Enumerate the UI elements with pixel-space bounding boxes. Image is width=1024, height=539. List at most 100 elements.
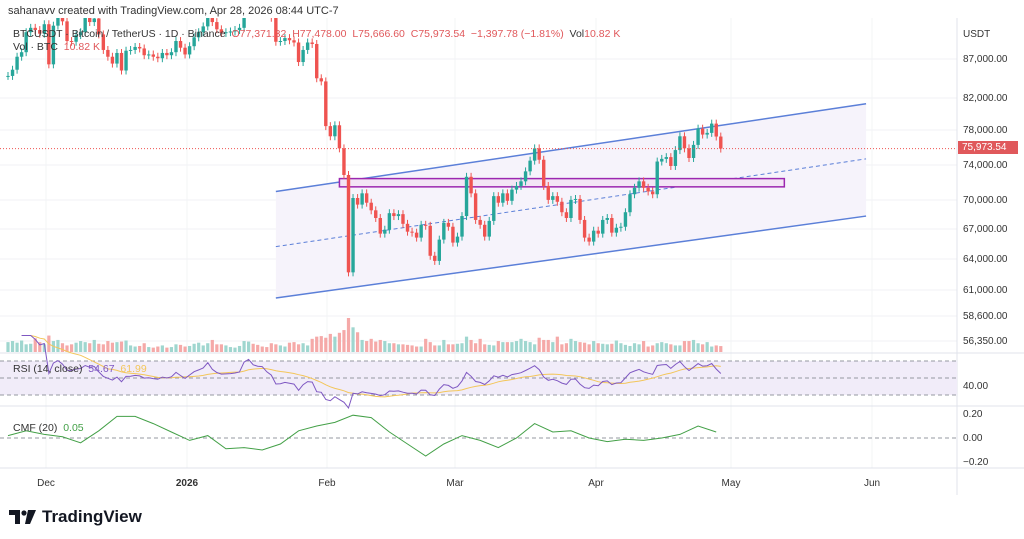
volume-bar [510,342,514,352]
volume-bar [396,344,401,352]
volume-bar [705,342,709,352]
time-tick: May [721,478,741,489]
candle-body [555,196,560,202]
volume-bar [446,344,450,352]
candle-body [56,18,60,26]
volume-bar [283,346,287,352]
volume-bar [206,343,210,352]
vol-row-value: 10.82 K [63,41,100,53]
candle-body [124,50,128,71]
candle-body [315,43,319,79]
candle-body [460,216,464,237]
candle-body [632,187,637,195]
candle-body [700,128,705,135]
volume-bar [442,339,446,352]
volume-bar [301,343,305,352]
candle-body [160,52,165,59]
candle-body [378,217,382,234]
volume-bar [197,342,201,352]
volume-bar [215,344,219,352]
time-tick: Jun [863,478,881,489]
candle-body [15,56,19,70]
vol-row-label[interactable]: Vol · BTC [13,41,58,53]
volume-bar [560,344,564,352]
volume-bar [514,341,519,352]
volume-bar [10,341,15,352]
volume-bar [101,344,105,352]
tradingview-logo[interactable]: TradingView [9,507,142,527]
tradingview-logo-icon [9,510,36,524]
candle-body [519,181,523,186]
volume-bar [310,338,314,352]
candle-body [169,52,174,56]
cmf-axis-tick: 0.00 [963,433,983,444]
candle-body [605,217,609,220]
currency-label[interactable]: USDT [963,29,991,40]
candle-body [623,212,628,227]
candle-body [582,219,587,238]
candle-body [233,30,237,32]
volume-bar [38,342,42,352]
volume-bar [88,343,92,352]
candle-body [324,81,328,127]
candle-body [537,148,541,160]
volume-bar [555,336,559,352]
volume-bar [115,342,119,352]
volume-bar [183,346,187,352]
candle-body [192,37,196,47]
candle-body [342,148,346,175]
close-value: C75,973.54 [410,28,466,40]
candle-body [392,213,396,217]
candle-body [201,26,205,33]
volume-bar [710,346,714,352]
volume-bar [97,343,101,352]
volume-bar [106,341,110,352]
volume-bar [669,344,673,352]
candle-body [115,52,119,64]
price-tick: 61,000.00 [963,285,1008,296]
candle-body [573,198,578,200]
rsi-ma-line [21,335,721,398]
volume-bar [83,342,87,352]
candle-body [296,42,301,63]
candle-body [646,187,650,192]
volume-bar [691,339,696,352]
candle-body [174,41,178,53]
volume-bar [342,330,346,352]
candle-body [514,185,519,190]
candle-body [710,123,714,133]
volume-bar [165,347,169,352]
cmf-value: 0.05 [63,422,84,434]
volume-bar [351,327,355,352]
price-tick: 82,000.00 [963,93,1008,104]
volume-bar [92,339,96,352]
volume-bar [65,345,69,352]
price-tick: 70,000.00 [963,195,1008,206]
volume-bar [315,336,319,352]
volume-bar [201,345,205,352]
symbol-legend: BTCUSDT · Bitcoin / TetherUS · 1D · Bina… [13,28,620,40]
candle-body [619,226,623,228]
candle-body [328,126,333,137]
volume-bar [119,341,124,352]
channel-upper-line [275,103,867,193]
rsi-value: 54.67 [88,363,115,375]
volume-bar [128,345,133,352]
credit-header: sahanavv created with TradingView.com, A… [8,5,339,17]
volume-bar [415,346,419,352]
rsi-label[interactable]: RSI (14, close) [13,363,83,375]
volume-bar [174,344,178,352]
symbol-info[interactable]: BTCUSDT · Bitcoin / TetherUS · 1D · Bina… [13,28,226,40]
candle-body [446,222,451,227]
volume-bar [360,339,364,352]
candle-body [60,18,65,22]
cmf-label[interactable]: CMF (20) [13,422,58,434]
candle-body [678,136,682,151]
candle-body [110,56,115,64]
price-tick: 74,000.00 [963,160,1008,171]
candle-body [423,224,428,226]
volume-bar [138,345,142,352]
candle-body [496,196,501,203]
candle-body [119,52,124,71]
